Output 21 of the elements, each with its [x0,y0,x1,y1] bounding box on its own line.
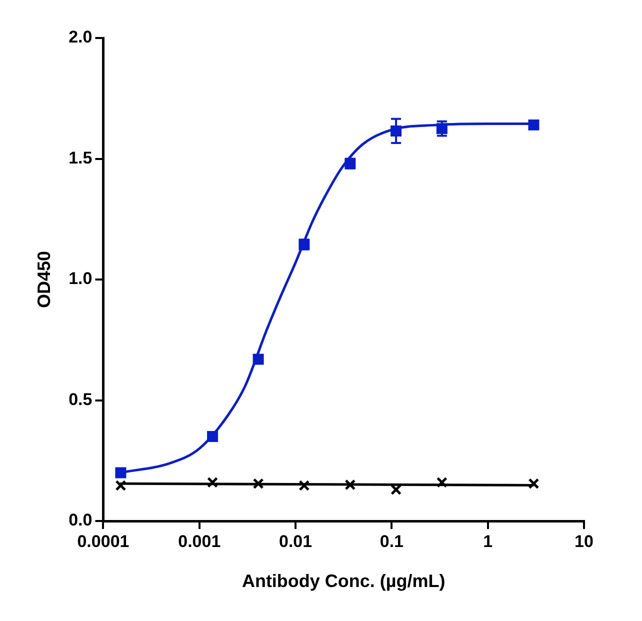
x-tick-label: 0.0001 [77,532,130,551]
y-tick-label: 2.0 [68,28,92,47]
point [436,476,448,488]
point [207,476,218,488]
point [344,479,356,490]
point [390,484,402,496]
y-tick-label: 1.0 [68,269,92,288]
point [252,478,264,490]
y-tick-label: 0.5 [68,390,92,409]
x-tick-label: 10 [574,532,594,551]
point [207,430,218,442]
x-tick-label: 0.01 [278,532,312,551]
x-tick-label: 0.1 [380,532,404,551]
x-tick-label: 0.001 [178,532,221,551]
y-axis-title: OD450 [34,250,54,308]
y-tick-label: 1.5 [68,148,92,168]
x-tick-label: 1 [483,532,493,551]
x-axis-title: Antibody Conc. (µg/mL) [242,571,446,592]
point [298,480,310,491]
y-tick-label: 0.0 [68,510,92,530]
point [252,354,264,365]
